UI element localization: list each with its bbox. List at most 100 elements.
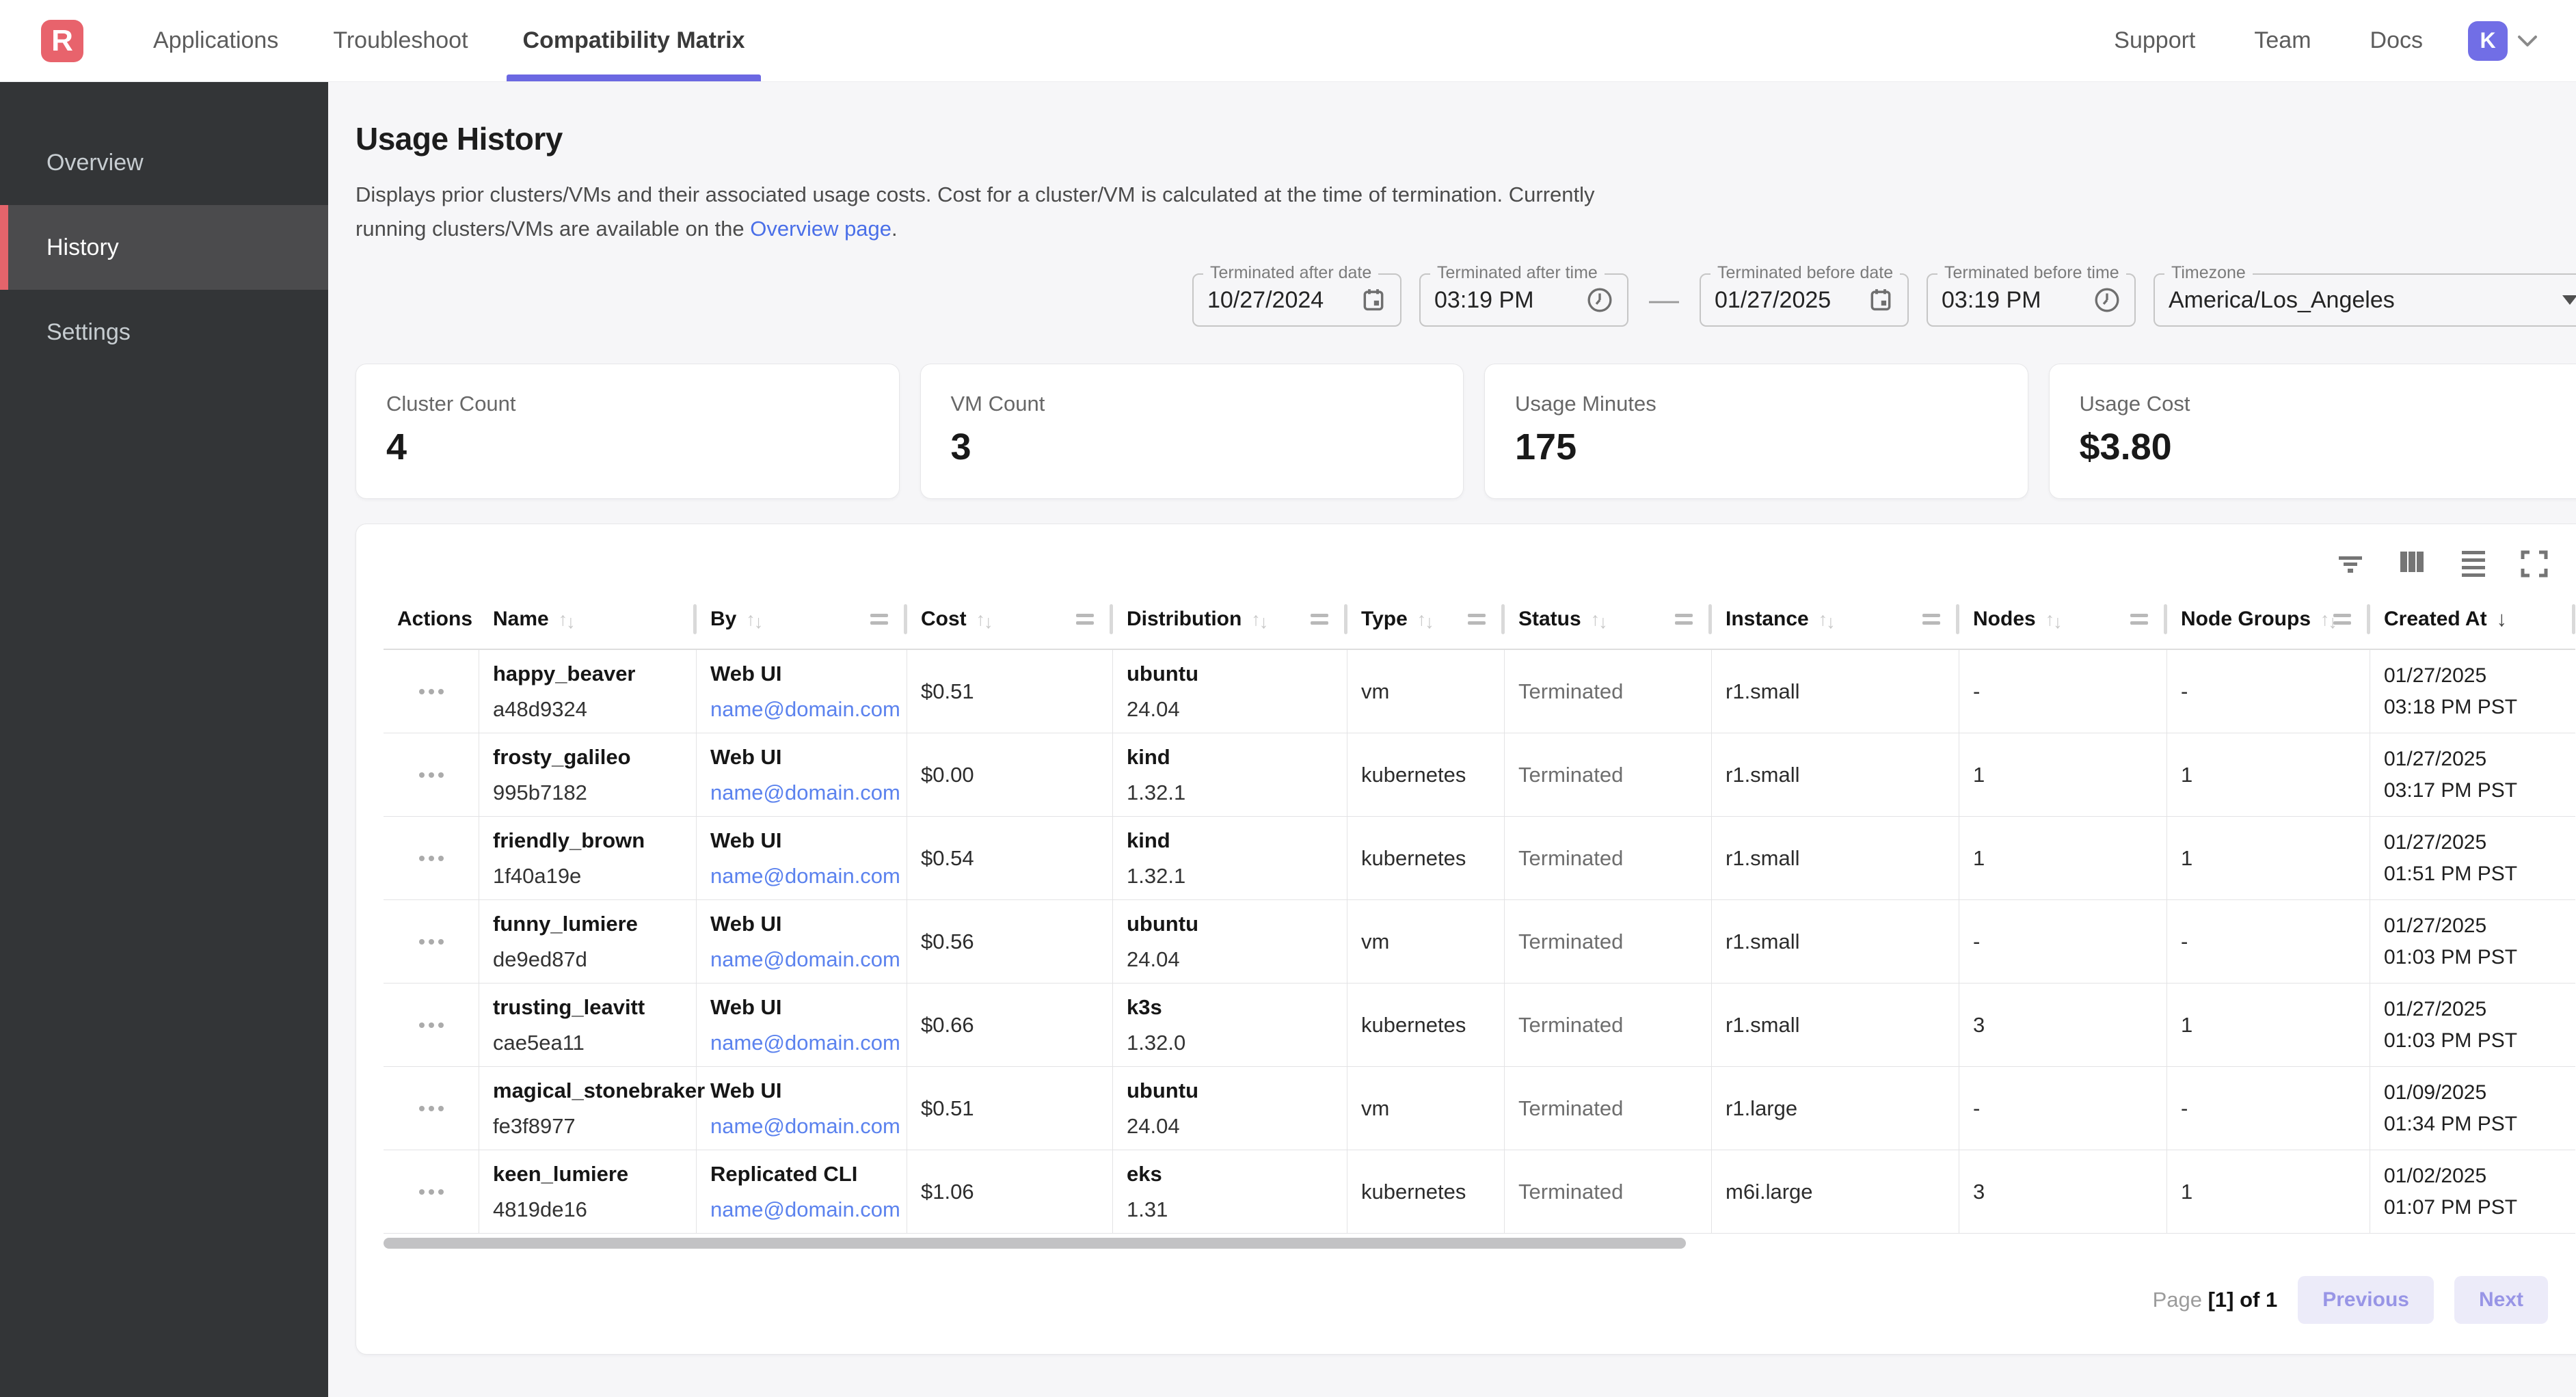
cell-nodes: - (1959, 900, 2167, 983)
row-actions-button[interactable] (412, 682, 451, 701)
cell-distribution: k3s 1.32.0 (1113, 984, 1347, 1066)
cell-nodes: 1 (1959, 817, 2167, 899)
distribution-version: 1.32.1 (1127, 863, 1186, 888)
cell-name: funny_lumiere de9ed87d (479, 900, 697, 983)
next-page-button[interactable]: Next (2454, 1276, 2548, 1324)
created-by-email-link[interactable]: name@domain.com (710, 1197, 900, 1221)
cell-by: Replicated CLI name@domain.com (697, 1150, 907, 1233)
column-header-node_groups[interactable]: Node Groups ↑↓ (2167, 590, 2370, 649)
cell-distribution: kind 1.32.1 (1113, 733, 1347, 816)
fullscreen-icon[interactable] (2521, 550, 2548, 578)
cell-actions (384, 1150, 479, 1233)
sort-arrows-icon: ↑↓ (558, 608, 576, 632)
column-header-name[interactable]: Name ↑↓ (479, 590, 697, 649)
cell-created_at: 01/27/2025 01:51 PM PST (2370, 817, 2575, 899)
created-time: 03:18 PM PST (2384, 695, 2518, 718)
column-header-type[interactable]: Type ↑↓ (1347, 590, 1505, 649)
cluster-name: keen_lumiere (493, 1161, 629, 1186)
sidebar-item-overview[interactable]: Overview (46, 149, 144, 176)
column-header-by[interactable]: By ↑↓ (697, 590, 907, 649)
nav-link-docs[interactable]: Docs (2370, 27, 2423, 53)
terminated-after-date-field[interactable]: Terminated after date 10/27/2024 (1192, 263, 1401, 327)
nav-link-team[interactable]: Team (2254, 27, 2311, 53)
column-menu-icon[interactable] (2130, 614, 2148, 625)
cell-node_groups: 1 (2167, 984, 2370, 1066)
created-by-email-link[interactable]: name@domain.com (710, 947, 900, 971)
created-by-email-link[interactable]: name@domain.com (710, 1030, 900, 1055)
sort-arrows-icon: ↑↓ (976, 608, 993, 632)
sidebar-item-settings[interactable]: Settings (46, 318, 131, 345)
column-menu-icon[interactable] (2333, 614, 2351, 625)
column-header-nodes[interactable]: Nodes ↑↓ (1959, 590, 2167, 649)
row-actions-button[interactable] (412, 765, 451, 785)
row-actions-button[interactable] (412, 1182, 451, 1202)
column-menu-icon[interactable] (1076, 614, 1094, 625)
column-menu-icon[interactable] (1922, 614, 1940, 625)
column-menu-icon[interactable] (1468, 614, 1486, 625)
column-header-distribution[interactable]: Distribution ↑↓ (1113, 590, 1347, 649)
created-by-email-link[interactable]: name@domain.com (710, 863, 900, 888)
created-by-email-link[interactable]: name@domain.com (710, 696, 900, 721)
column-header-created_at[interactable]: Created At ↓ (2370, 590, 2575, 649)
sort-arrows-icon: ↑↓ (1251, 608, 1268, 632)
column-header-instance[interactable]: Instance ↑↓ (1712, 590, 1959, 649)
cluster-name: friendly_brown (493, 828, 645, 852)
row-actions-button[interactable] (412, 932, 451, 951)
cell-cost: $0.66 (907, 984, 1113, 1066)
sort-arrows-icon: ↑↓ (1590, 608, 1608, 632)
terminated-before-time-field[interactable]: Terminated before time 03:19 PM (1927, 263, 2136, 327)
sidebar-item-history[interactable]: History (0, 205, 328, 290)
row-actions-button[interactable] (412, 1016, 451, 1035)
page-title: Usage History (355, 121, 563, 157)
cell-cost: $1.06 (907, 1150, 1113, 1233)
secondary-links: Support Team Docs (2055, 27, 2423, 54)
nav-item-applications[interactable]: Applications (153, 27, 279, 53)
density-icon[interactable] (2459, 550, 2488, 578)
cell-name: trusting_leavitt cae5ea11 (479, 984, 697, 1066)
column-menu-icon[interactable] (870, 614, 888, 625)
column-menu-icon[interactable] (1311, 614, 1328, 625)
nav-item-compatibility-matrix[interactable]: Compatibility Matrix (506, 0, 762, 81)
page-description: Displays prior clusters/VMs and their as… (355, 178, 1641, 246)
avatar[interactable]: K (2468, 21, 2508, 61)
replicated-logo[interactable]: R (41, 19, 83, 62)
overview-page-link[interactable]: Overview page (750, 217, 892, 241)
cell-name: magical_stonebraker fe3f8977 (479, 1067, 705, 1150)
stat-card-vm-count: VM Count 3 (920, 364, 1464, 499)
created-by-source: Web UI (710, 744, 782, 769)
created-by-email-link[interactable]: name@domain.com (710, 780, 900, 804)
cluster-id: cae5ea11 (493, 1030, 585, 1055)
columns-icon[interactable] (2398, 550, 2426, 578)
filter-icon-slot (2562, 295, 2576, 305)
cluster-id: fe3f8977 (493, 1113, 576, 1138)
cell-status: Terminated (1505, 900, 1712, 983)
column-header-status[interactable]: Status ↑↓ (1505, 590, 1712, 649)
account-menu[interactable]: K (2468, 21, 2538, 61)
row-actions-button[interactable] (412, 1099, 451, 1118)
cost-value: $0.56 (921, 929, 974, 953)
table-row: frosty_galileo 995b7182 Web UI name@domain.… (384, 733, 2575, 817)
cell-node_groups: 1 (2167, 817, 2370, 899)
cell-actions (384, 817, 479, 899)
cell-actions (384, 650, 479, 733)
cell-type: vm (1347, 1067, 1505, 1150)
row-actions-button[interactable] (412, 849, 451, 868)
horizontal-scrollbar (384, 1238, 2575, 1258)
created-by-email-link[interactable]: name@domain.com (710, 1113, 900, 1138)
previous-page-button[interactable]: Previous (2298, 1276, 2434, 1324)
column-menu-icon[interactable] (1675, 614, 1693, 625)
created-time: 03:17 PM PST (2384, 778, 2518, 802)
timezone-select[interactable]: Timezone America/Los_Angeles (2154, 263, 2576, 327)
column-header-cost[interactable]: Cost ↑↓ (907, 590, 1113, 649)
type-value: kubernetes (1361, 1179, 1466, 1204)
nav-link-support[interactable]: Support (2114, 27, 2196, 53)
created-time: 01:03 PM PST (2384, 945, 2518, 968)
terminated-after-time-field[interactable]: Terminated after time 03:19 PM (1419, 263, 1628, 327)
nav-item-troubleshoot[interactable]: Troubleshoot (333, 27, 468, 53)
scrollbar-thumb[interactable] (384, 1238, 1686, 1249)
terminated-before-date-field[interactable]: Terminated before date 01/27/2025 (1700, 263, 1909, 327)
filter-icon[interactable] (2336, 550, 2365, 578)
column-separator (1956, 604, 1959, 634)
description-text: Displays prior clusters/VMs and their as… (355, 182, 1595, 241)
cell-node_groups: - (2167, 900, 2370, 983)
